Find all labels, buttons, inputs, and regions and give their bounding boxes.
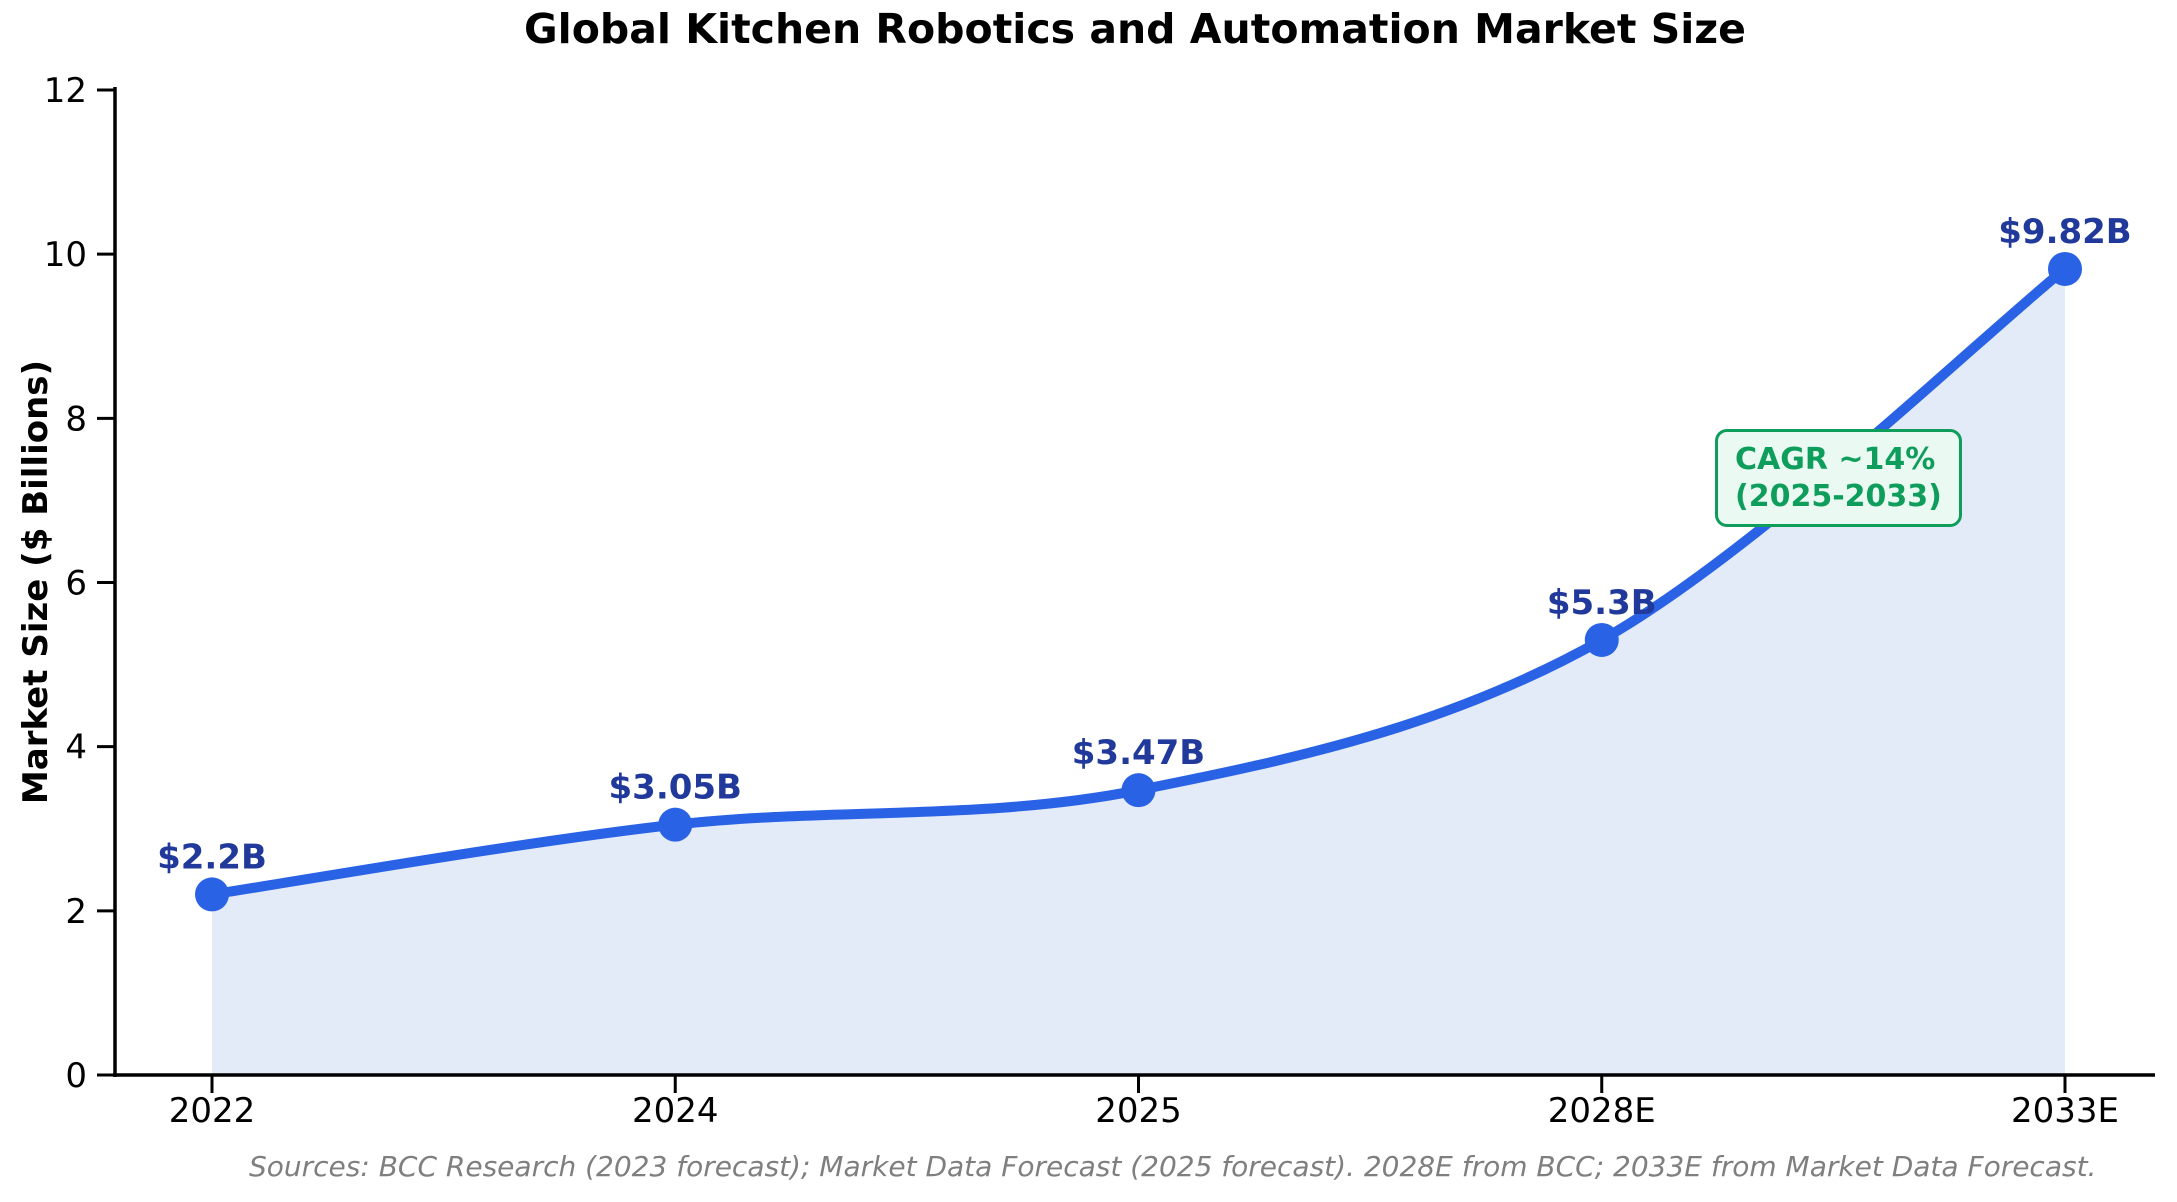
- y-tick-label: 12: [44, 71, 87, 111]
- data-point: [195, 877, 229, 912]
- data-point-label: $9.82B: [1998, 212, 2131, 252]
- data-point-label: $5.3B: [1547, 583, 1657, 623]
- data-point: [658, 807, 693, 842]
- cagr-annotation-line1: CAGR ~14%: [1735, 442, 1936, 477]
- x-tick-label: 2028E: [1548, 1091, 1656, 1131]
- y-tick-label: 6: [65, 564, 87, 604]
- cagr-annotation-line2: (2025-2033): [1735, 479, 1942, 514]
- x-tick-label: 2025: [1095, 1091, 1182, 1131]
- y-tick-label: 8: [65, 399, 87, 439]
- data-point-label: $3.05B: [609, 768, 742, 808]
- data-point-label: $2.2B: [157, 837, 267, 877]
- x-tick-label: 2022: [169, 1091, 256, 1131]
- data-point: [2048, 251, 2082, 286]
- y-tick-label: 10: [44, 235, 87, 275]
- data-point: [1584, 622, 1619, 657]
- y-tick-label: 2: [65, 892, 87, 932]
- area-fill: [212, 268, 2065, 1076]
- cagr-annotation: CAGR ~14% (2025-2033): [1715, 429, 1962, 527]
- x-tick-label: 2024: [632, 1091, 719, 1131]
- y-tick-label: 0: [65, 1056, 87, 1096]
- y-tick-label: 4: [65, 728, 87, 768]
- chart-title: Global Kitchen Robotics and Automation M…: [524, 5, 1746, 53]
- x-tick-label: 2033E: [2011, 1091, 2119, 1131]
- source-note: Sources: BCC Research (2023 forecast); M…: [249, 1150, 2097, 1183]
- data-point-label: $3.47B: [1072, 733, 1205, 773]
- data-point: [1121, 773, 1156, 808]
